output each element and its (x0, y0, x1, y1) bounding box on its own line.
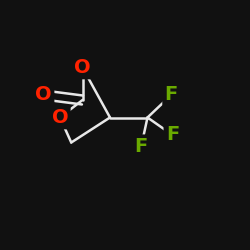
Text: F: F (166, 126, 179, 144)
Text: O: O (52, 108, 68, 127)
Text: F: F (134, 137, 148, 156)
Text: F: F (164, 86, 178, 104)
Text: O: O (74, 58, 91, 77)
Text: O: O (36, 86, 52, 104)
